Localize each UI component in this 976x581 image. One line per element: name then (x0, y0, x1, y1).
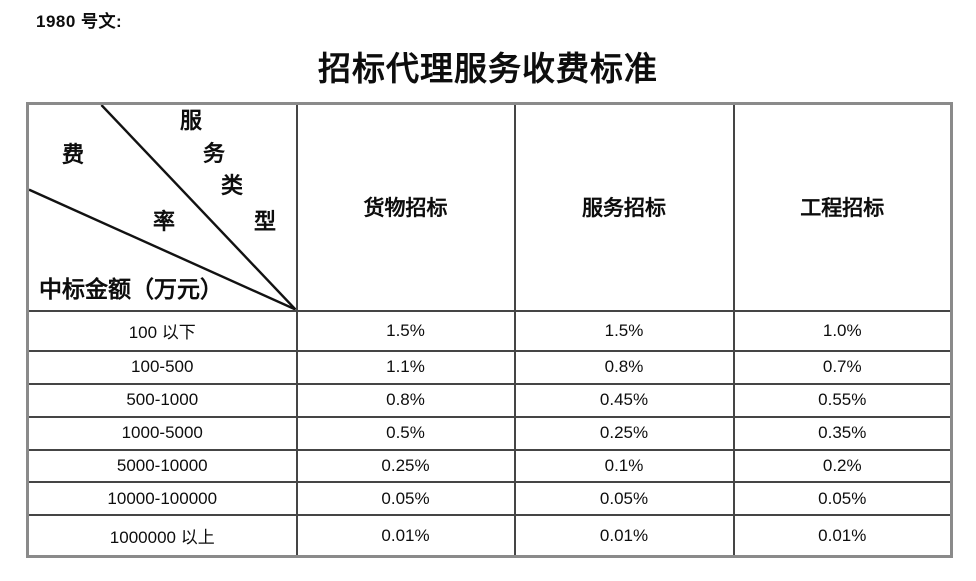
rate-cell: 0.25% (295, 448, 516, 484)
rate-cell: 1.1% (295, 349, 516, 385)
amount-range-cell: 1000-5000 (26, 415, 298, 451)
corner-type-char: 类 (221, 173, 244, 199)
col-header-goods-bidding: 货物招标 (295, 102, 516, 312)
amount-range-cell: 100-500 (26, 349, 298, 385)
rate-cell: 0.05% (295, 481, 516, 517)
table-row: 1000-5000 0.5% 0.25% 0.35% (26, 415, 953, 451)
table-row: 500-1000 0.8% 0.45% 0.55% (26, 382, 953, 418)
rate-cell: 0.45% (513, 382, 735, 418)
rate-cell: 0.2% (732, 448, 953, 484)
rate-cell: 0.8% (513, 349, 735, 385)
amount-range-cell: 500-1000 (26, 382, 298, 418)
corner-rate-char: 率 (153, 209, 176, 235)
table-row: 5000-10000 0.25% 0.1% 0.2% (26, 448, 953, 484)
rate-cell: 0.5% (295, 415, 516, 451)
rate-cell: 0.1% (513, 448, 735, 484)
header-row: 服 务 类 型 费 率 中标金额（万元） 货物招标 服务招标 工程招标 (26, 102, 953, 312)
rate-cell: 0.55% (732, 382, 953, 418)
corner-amount-label: 中标金额（万元） (39, 276, 223, 303)
rate-cell: 0.35% (732, 415, 953, 451)
rate-cell: 0.01% (732, 514, 953, 558)
amount-range-cell: 5000-10000 (26, 448, 298, 484)
table-row: 1000000 以上 0.01% 0.01% 0.01% (26, 514, 953, 558)
rate-cell: 0.7% (732, 349, 953, 385)
rate-cell: 0.8% (295, 382, 516, 418)
corner-type-char: 型 (254, 209, 277, 235)
fee-standard-table: 服 务 类 型 费 率 中标金额（万元） 货物招标 服务招标 工程招标 100 … (26, 102, 953, 558)
col-header-service-bidding: 服务招标 (513, 102, 735, 312)
rate-cell: 0.05% (513, 481, 735, 517)
table-row: 10000-100000 0.05% 0.05% 0.05% (26, 481, 953, 517)
corner-type-char: 服 (180, 108, 203, 134)
rate-cell: 1.5% (513, 309, 735, 352)
diagonal-divider-lines (29, 105, 296, 310)
table-row: 100-500 1.1% 0.8% 0.7% (26, 349, 953, 385)
corner-type-char: 务 (203, 141, 226, 167)
doc-number-label: 1980 号文: (36, 12, 123, 31)
col-header-engineering-bidding: 工程招标 (732, 102, 953, 312)
amount-range-cell: 1000000 以上 (26, 514, 298, 558)
rate-cell: 0.25% (513, 415, 735, 451)
rate-cell: 0.01% (513, 514, 735, 558)
rate-cell: 1.5% (295, 309, 516, 352)
amount-range-cell: 100 以下 (26, 309, 298, 352)
rate-cell: 1.0% (732, 309, 953, 352)
page-title: 招标代理服务收费标准 (318, 49, 658, 88)
rate-cell: 0.05% (732, 481, 953, 517)
amount-range-cell: 10000-100000 (26, 481, 298, 517)
rate-cell: 0.01% (295, 514, 516, 558)
corner-cell: 服 务 类 型 费 率 中标金额（万元） (26, 102, 298, 312)
table-row: 100 以下 1.5% 1.5% 1.0% (26, 309, 953, 352)
corner-rate-char: 费 (62, 142, 85, 168)
